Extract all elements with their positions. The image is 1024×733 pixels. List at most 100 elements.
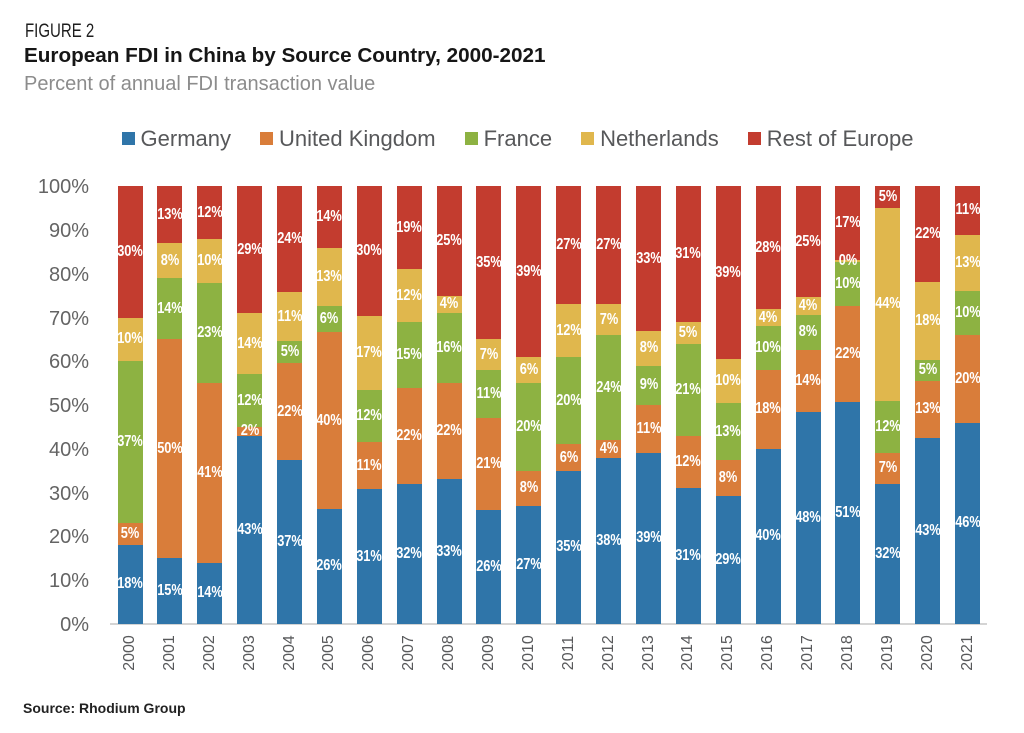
bar-segment-germany: 31%: [676, 488, 701, 624]
bar-value-label: 31%: [675, 245, 702, 263]
bar-value-label: 20%: [954, 369, 981, 387]
bar-segment-united-kingdom: 13%: [915, 381, 941, 438]
bar-segment-germany: 32%: [875, 483, 901, 624]
x-axis-tick-label: 2020: [918, 635, 936, 671]
bar-value-label: 13%: [954, 253, 981, 271]
bar-segment-france: 15%: [396, 321, 422, 388]
x-axis-tick-label: 2021: [958, 635, 976, 671]
bar-segment-netherlands: 10%: [715, 358, 741, 403]
bar-segment-rest-of-europe: 39%: [516, 186, 542, 357]
bar-segment-united-kingdom: 22%: [436, 383, 462, 480]
bar-segment-rest-of-europe: 11%: [955, 186, 981, 235]
y-axis-tick-label: 60%: [48, 351, 89, 374]
bar-segment-rest-of-europe: 19%: [396, 186, 422, 270]
bar-value-label: 14%: [236, 334, 263, 352]
bar-value-label: 27%: [555, 236, 582, 254]
bar-value-label: 27%: [595, 236, 622, 254]
bar-value-label: 46%: [954, 514, 981, 532]
legend-item-germany: Germany: [121, 127, 231, 150]
bar-segment-rest-of-europe: 35%: [476, 186, 502, 340]
legend-label: Netherlands: [600, 125, 719, 151]
bar-value-label: 12%: [396, 286, 422, 304]
bar-2005: 14% 13% 6% 40% 26%: [316, 186, 343, 624]
bar-value-label: 29%: [715, 550, 742, 568]
x-axis-tick-label: 2001: [160, 635, 178, 671]
bar-segment-germany: 48%: [795, 411, 821, 624]
bar-2003: 29% 14% 12% 2% 43%: [236, 186, 263, 624]
bar-segment-france: 21%: [675, 343, 702, 436]
bar-value-label: 26%: [476, 557, 502, 575]
bar-segment-germany: 26%: [317, 508, 342, 624]
bar-segment-france: 23%: [196, 282, 223, 384]
bar-segment-france: 12%: [875, 400, 901, 454]
bar-segment-germany: 38%: [596, 457, 621, 624]
x-axis-tick-label: 2009: [479, 635, 497, 671]
bar-segment-netherlands: 4%: [795, 296, 821, 315]
bar-2018: 17% 0% 10% 22% 51%: [835, 186, 861, 624]
bar-value-label: 19%: [396, 218, 422, 236]
y-axis-tick-label: 10%: [48, 570, 89, 593]
bar-2015: 39% 10% 13% 8% 29%: [715, 186, 742, 624]
x-axis-tick-label: 2000: [121, 635, 138, 671]
bar-segment-france: 9%: [636, 365, 662, 406]
bar-value-label: 8%: [519, 479, 539, 497]
bar-value-label: 11%: [636, 420, 661, 438]
bar-segment-rest-of-europe: 39%: [715, 186, 741, 359]
bar-value-label: 39%: [516, 262, 542, 280]
x-axis-tick-label: 2014: [679, 635, 697, 671]
bar-value-label: 12%: [196, 203, 223, 221]
bar-segment-france: 10%: [955, 291, 980, 336]
bar-2008: 25% 4% 16% 22% 33%: [436, 186, 462, 624]
y-axis-tick-label: 90%: [48, 220, 89, 243]
bar-segment-united-kingdom: 5%: [117, 523, 143, 546]
bar-value-label: 21%: [675, 380, 702, 398]
bar-2000: 30% 10% 37% 5% 18%: [117, 186, 143, 624]
bar-segment-germany: 32%: [396, 483, 422, 624]
bar-value-label: 8%: [719, 468, 738, 486]
bar-segment-france: 12%: [237, 374, 262, 427]
bar-segment-netherlands: 13%: [954, 234, 981, 292]
bar-segment-netherlands: 6%: [516, 356, 542, 384]
bar-value-label: 12%: [875, 417, 901, 435]
bar-value-label: 43%: [914, 521, 941, 539]
bar-value-label: 5%: [918, 361, 937, 379]
bar-value-label: 23%: [196, 323, 223, 341]
bar-value-label: 31%: [675, 546, 702, 564]
bar-segment-france: 14%: [157, 278, 183, 340]
bar-2011: 27% 12% 20% 6% 35%: [555, 186, 582, 624]
bar-segment-netherlands: 12%: [396, 269, 422, 322]
bar-segment-germany: 46%: [954, 422, 981, 624]
bar-value-label: 51%: [835, 503, 861, 521]
bar-value-label: 17%: [835, 214, 861, 232]
bar-segment-netherlands: 12%: [556, 304, 582, 357]
x-axis-tick-label: 2015: [719, 635, 737, 671]
y-axis-tick-label: 30%: [48, 482, 89, 505]
bar-2013: 33% 8% 9% 11% 39%: [636, 186, 662, 624]
bar-value-label: 22%: [276, 402, 303, 420]
legend-item-netherlands: Netherlands: [581, 125, 719, 151]
bar-value-label: 37%: [276, 533, 303, 551]
bar-value-label: 30%: [117, 242, 143, 260]
y-axis-tick-label: 100%: [37, 176, 89, 199]
bar-2006: 30% 17% 12% 11% 31%: [357, 186, 382, 624]
bar-segment-germany: 33%: [436, 479, 462, 624]
bar-segment-rest-of-europe: 33%: [636, 186, 661, 331]
bar-value-label: 22%: [436, 422, 462, 440]
bar-value-label: 40%: [316, 411, 343, 429]
bar-2020: 22% 18% 5% 13% 43%: [914, 186, 941, 624]
bar-value-label: 41%: [196, 463, 223, 481]
bar-value-label: 24%: [595, 378, 622, 396]
legend-label: Rest of Europe: [766, 125, 914, 151]
bar-value-label: 4%: [798, 296, 818, 314]
x-axis-line: [110, 623, 987, 625]
bar-segment-france: 12%: [357, 389, 382, 442]
bar-value-label: 22%: [914, 225, 941, 243]
bar-value-label: 28%: [755, 238, 781, 256]
legend-item-rest-of-europe: Rest of Europe: [747, 125, 914, 151]
bar-segment-rest-of-europe: 12%: [196, 186, 223, 239]
bar-segment-netherlands: 4%: [436, 295, 462, 314]
bar-value-label: 40%: [755, 527, 781, 545]
bar-value-label: 10%: [196, 251, 223, 269]
bar-segment-united-kingdom: 41%: [196, 383, 223, 563]
bar-segment-netherlands: 0%: [835, 253, 861, 269]
